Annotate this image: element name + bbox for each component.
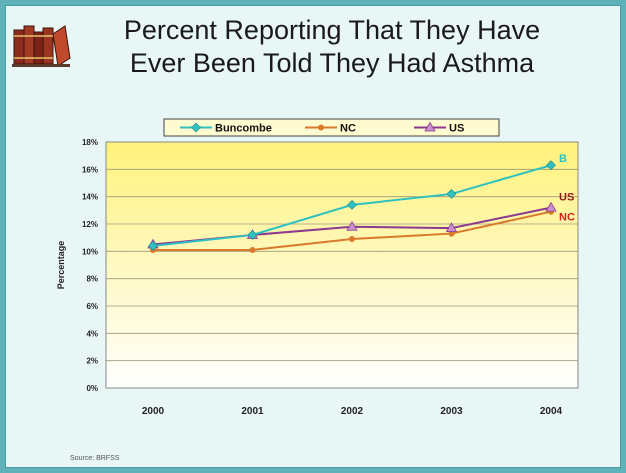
y-tick-label: 4% xyxy=(86,329,98,338)
end-label: B xyxy=(559,153,567,165)
y-axis-ticks: 0% 2% 4% 6% 8% 10% 12% 14% 16% 18% xyxy=(82,138,98,393)
end-labels: B NC US xyxy=(559,153,575,223)
y-tick-label: 0% xyxy=(86,384,98,393)
x-tick-label: 2001 xyxy=(241,406,264,417)
end-label: NC xyxy=(559,212,575,224)
books-icon xyxy=(12,25,71,67)
data-point xyxy=(349,236,355,243)
legend-label: US xyxy=(449,123,464,135)
title-line-1: Percent Reporting That They Have xyxy=(123,15,541,45)
y-tick-label: 14% xyxy=(82,193,98,202)
legend-label: Buncombe xyxy=(215,123,272,135)
data-point xyxy=(446,189,457,199)
plot-area xyxy=(105,141,579,389)
data-point xyxy=(545,201,557,212)
data-point xyxy=(448,230,455,237)
y-tick-label: 6% xyxy=(86,302,98,311)
series-group xyxy=(147,160,557,253)
end-label: US xyxy=(559,192,574,204)
x-tick-label: 2003 xyxy=(440,406,463,417)
y-tick-label: 10% xyxy=(82,247,98,256)
y-tick-label: 2% xyxy=(86,357,98,366)
source-note: Source: BRFSS xyxy=(70,455,120,462)
y-tick-label: 12% xyxy=(82,220,98,229)
data-point xyxy=(247,230,258,240)
chart-title: Percent Reporting That They Have Ever Be… xyxy=(72,14,592,80)
data-point xyxy=(546,160,556,171)
x-tick-label: 2004 xyxy=(540,406,563,417)
x-tick-label: 2000 xyxy=(142,406,165,417)
legend: Buncombe NC US xyxy=(163,118,500,137)
data-point xyxy=(347,199,357,210)
data-point xyxy=(445,222,458,233)
y-tick-label: 18% xyxy=(82,138,98,147)
data-point xyxy=(148,240,158,251)
data-point xyxy=(191,122,201,133)
y-tick-label: 8% xyxy=(86,275,98,284)
data-point xyxy=(346,220,358,231)
data-point xyxy=(318,124,324,131)
x-tick-label: 2002 xyxy=(341,406,364,417)
title-line-2: Ever Been Told They Had Asthma xyxy=(129,48,535,78)
data-point xyxy=(424,121,436,132)
x-axis-ticks: 2000 2001 2002 2003 2004 xyxy=(142,406,563,417)
data-point xyxy=(249,246,256,253)
legend-label: NC xyxy=(340,123,356,135)
y-tick-label: 16% xyxy=(82,165,98,174)
y-axis-label: Percentage xyxy=(56,241,66,290)
